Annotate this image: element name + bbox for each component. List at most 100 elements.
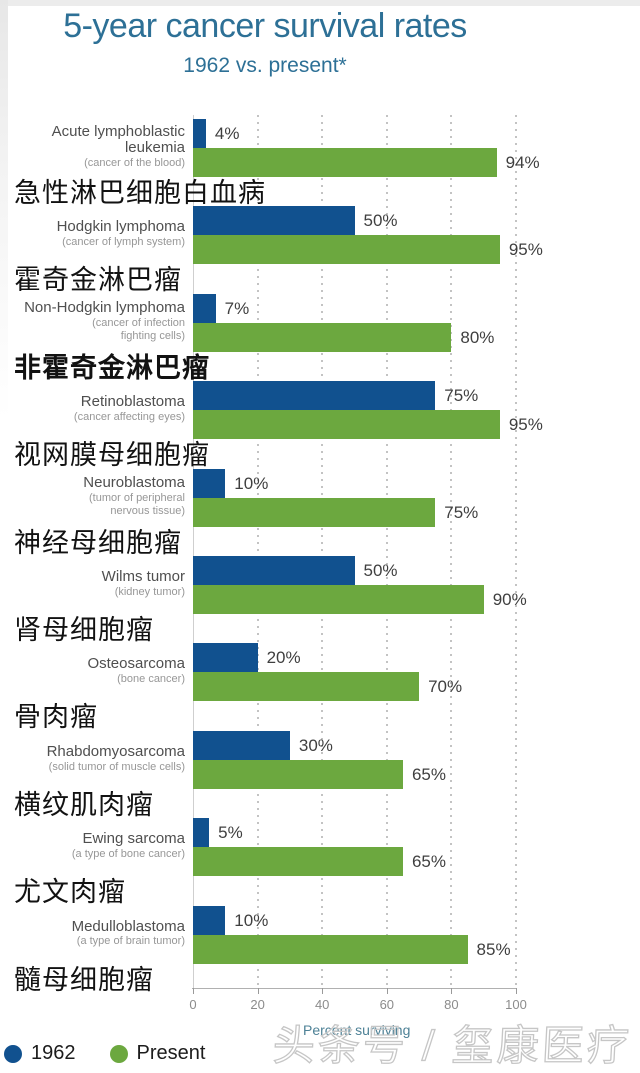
chart-row: Osteosarcoma (bone cancer) 20% 70% 骨肉瘤 bbox=[0, 637, 640, 732]
bar-1962 bbox=[193, 119, 206, 148]
bar-1962 bbox=[193, 643, 258, 673]
gridline-40 bbox=[321, 115, 324, 990]
y-axis-line bbox=[193, 115, 194, 990]
category-label: Ewing sarcoma (a type of bone cancer) bbox=[0, 817, 185, 875]
legend-label-present: Present bbox=[136, 1042, 206, 1064]
x-axis-tick bbox=[257, 988, 259, 994]
gridline-60 bbox=[385, 115, 388, 990]
value-label-1962: 10% bbox=[234, 473, 269, 493]
bar-present bbox=[193, 497, 436, 527]
legend-dot-1962 bbox=[4, 1044, 22, 1063]
chart-subtitle: 1962 vs. present* bbox=[183, 54, 347, 78]
value-label-present: 95% bbox=[508, 415, 543, 435]
category-label: Wilms tumor (kidney tumor) bbox=[0, 555, 185, 613]
photo-edge-left bbox=[0, 0, 8, 420]
category-subtitle-line: (solid tumor of muscle cells) bbox=[48, 760, 185, 773]
bar-1962 bbox=[193, 556, 355, 585]
photo-edge-top bbox=[0, 0, 640, 6]
chart-row: Hodgkin lymphoma (cancer of lymph system)… bbox=[0, 200, 640, 295]
chart-row: Retinoblastoma (cancer affecting eyes) 75%… bbox=[0, 375, 640, 470]
x-axis-tick bbox=[516, 988, 517, 994]
category-name-line: Acute lymphoblastic bbox=[51, 122, 185, 140]
category-name-line: Non-Hodgkin lymphoma bbox=[24, 299, 185, 317]
bar-present bbox=[193, 148, 497, 177]
category-label-chinese: 骨肉瘤 bbox=[14, 702, 98, 733]
value-label-1962: 10% bbox=[234, 910, 269, 930]
category-label-chinese: 霍奇金淋巴瘤 bbox=[14, 265, 182, 296]
bar-1962 bbox=[193, 381, 436, 411]
category-subtitle-line: (a type of bone cancer) bbox=[71, 847, 185, 860]
category-subtitle-line: (cancer affecting eyes) bbox=[73, 410, 185, 423]
bar-present bbox=[193, 585, 484, 614]
category-name-line: Medulloblastoma bbox=[71, 917, 185, 935]
chart-row: Wilms tumor (kidney tumor) 50% 90% 肾母细胞瘤 bbox=[0, 550, 640, 645]
value-label-1962: 75% bbox=[444, 386, 479, 406]
x-axis-tick-label: 0 bbox=[189, 997, 197, 1012]
value-label-1962: 7% bbox=[224, 298, 250, 318]
chart-row: Ewing sarcoma (a type of bone cancer) 5% 65… bbox=[0, 812, 640, 907]
value-label-present: 94% bbox=[505, 153, 540, 172]
bar-1962 bbox=[193, 468, 226, 498]
x-axis-tick bbox=[386, 988, 388, 994]
legend-label-1962: 1962 bbox=[31, 1042, 76, 1064]
bar-present bbox=[193, 847, 403, 877]
category-subtitle-line: nervous tissue) bbox=[110, 504, 185, 517]
value-label-present: 95% bbox=[508, 240, 543, 260]
category-label-chinese: 横纹肌肉瘤 bbox=[14, 789, 154, 820]
category-label: Osteosarcoma (bone cancer) bbox=[0, 642, 185, 700]
gridline-80 bbox=[450, 115, 453, 990]
chart-header: 5-year cancer survival rates 1962 vs. pr… bbox=[0, 7, 530, 78]
x-axis-tick-label: 80 bbox=[444, 997, 459, 1012]
category-label-chinese: 视网膜母细胞瘤 bbox=[14, 440, 210, 471]
category-label-chinese: 尤文肉瘤 bbox=[14, 877, 126, 908]
value-label-present: 65% bbox=[411, 764, 446, 784]
category-subtitle-line: (bone cancer) bbox=[117, 673, 185, 686]
category-name-line: Hodgkin lymphoma bbox=[56, 218, 185, 236]
value-label-1962: 50% bbox=[363, 561, 398, 580]
x-axis-tick-label: 60 bbox=[379, 997, 395, 1012]
category-name-line: Retinoblastoma bbox=[80, 393, 185, 411]
x-axis-tick bbox=[193, 988, 194, 994]
bar-present bbox=[193, 934, 468, 964]
value-label-present: 65% bbox=[411, 852, 446, 872]
category-label-chinese: 髓母细胞瘤 bbox=[14, 964, 154, 995]
category-label-chinese: 神经母细胞瘤 bbox=[14, 527, 182, 558]
bar-present bbox=[193, 672, 420, 702]
category-label-chinese: 肾母细胞瘤 bbox=[14, 615, 154, 645]
x-axis-tick-label: 20 bbox=[250, 997, 265, 1012]
bar-chart: Acute lymphoblastic leukemia (cancer of th… bbox=[0, 113, 640, 1025]
category-name-line: Ewing sarcoma bbox=[82, 830, 185, 848]
value-label-1962: 4% bbox=[214, 124, 240, 143]
value-label-1962: 20% bbox=[266, 648, 301, 668]
bar-1962 bbox=[193, 730, 290, 760]
category-name-line: Rhabdomyosarcoma bbox=[46, 742, 185, 760]
category-label: Retinoblastoma (cancer affecting eyes) bbox=[0, 380, 185, 438]
category-subtitle-line: (cancer of infection bbox=[92, 317, 185, 329]
x-axis-tick bbox=[451, 988, 453, 994]
value-label-1962: 50% bbox=[363, 211, 398, 231]
bar-present bbox=[193, 235, 500, 265]
x-axis-tick bbox=[322, 988, 324, 994]
x-axis-caption: Percent surviving bbox=[303, 1022, 411, 1038]
bar-1962 bbox=[193, 206, 355, 236]
category-subtitle-line: fighting cells) bbox=[120, 330, 185, 343]
chart-legend: 1962 Present bbox=[4, 1042, 239, 1065]
watermark-text: 头条号 / 玺康医疗 bbox=[271, 1021, 634, 1069]
bar-1962 bbox=[193, 293, 216, 323]
category-label: Hodgkin lymphoma (cancer of lymph system) bbox=[0, 205, 185, 263]
gridline-100 bbox=[515, 115, 517, 990]
category-name-line: Osteosarcoma bbox=[87, 655, 185, 673]
category-name-line: leukemia bbox=[124, 139, 185, 157]
category-label: Rhabdomyosarcoma (solid tumor of muscle c… bbox=[0, 730, 185, 788]
chart-row: Acute lymphoblastic leukemia (cancer of th… bbox=[0, 113, 640, 208]
chart-title: 5-year cancer survival rates bbox=[63, 7, 467, 45]
x-axis-tick-label: 100 bbox=[505, 997, 527, 1012]
value-label-present: 80% bbox=[460, 327, 495, 347]
value-label-present: 90% bbox=[492, 590, 527, 609]
value-label-present: 70% bbox=[428, 677, 463, 697]
category-label: Neuroblastoma (tumor of peripheral nervous… bbox=[0, 468, 185, 526]
bar-present bbox=[193, 322, 452, 352]
bar-1962 bbox=[193, 905, 226, 935]
bar-present bbox=[193, 410, 500, 440]
chart-row: Non-Hodgkin lymphoma (cancer of infection… bbox=[0, 288, 640, 383]
